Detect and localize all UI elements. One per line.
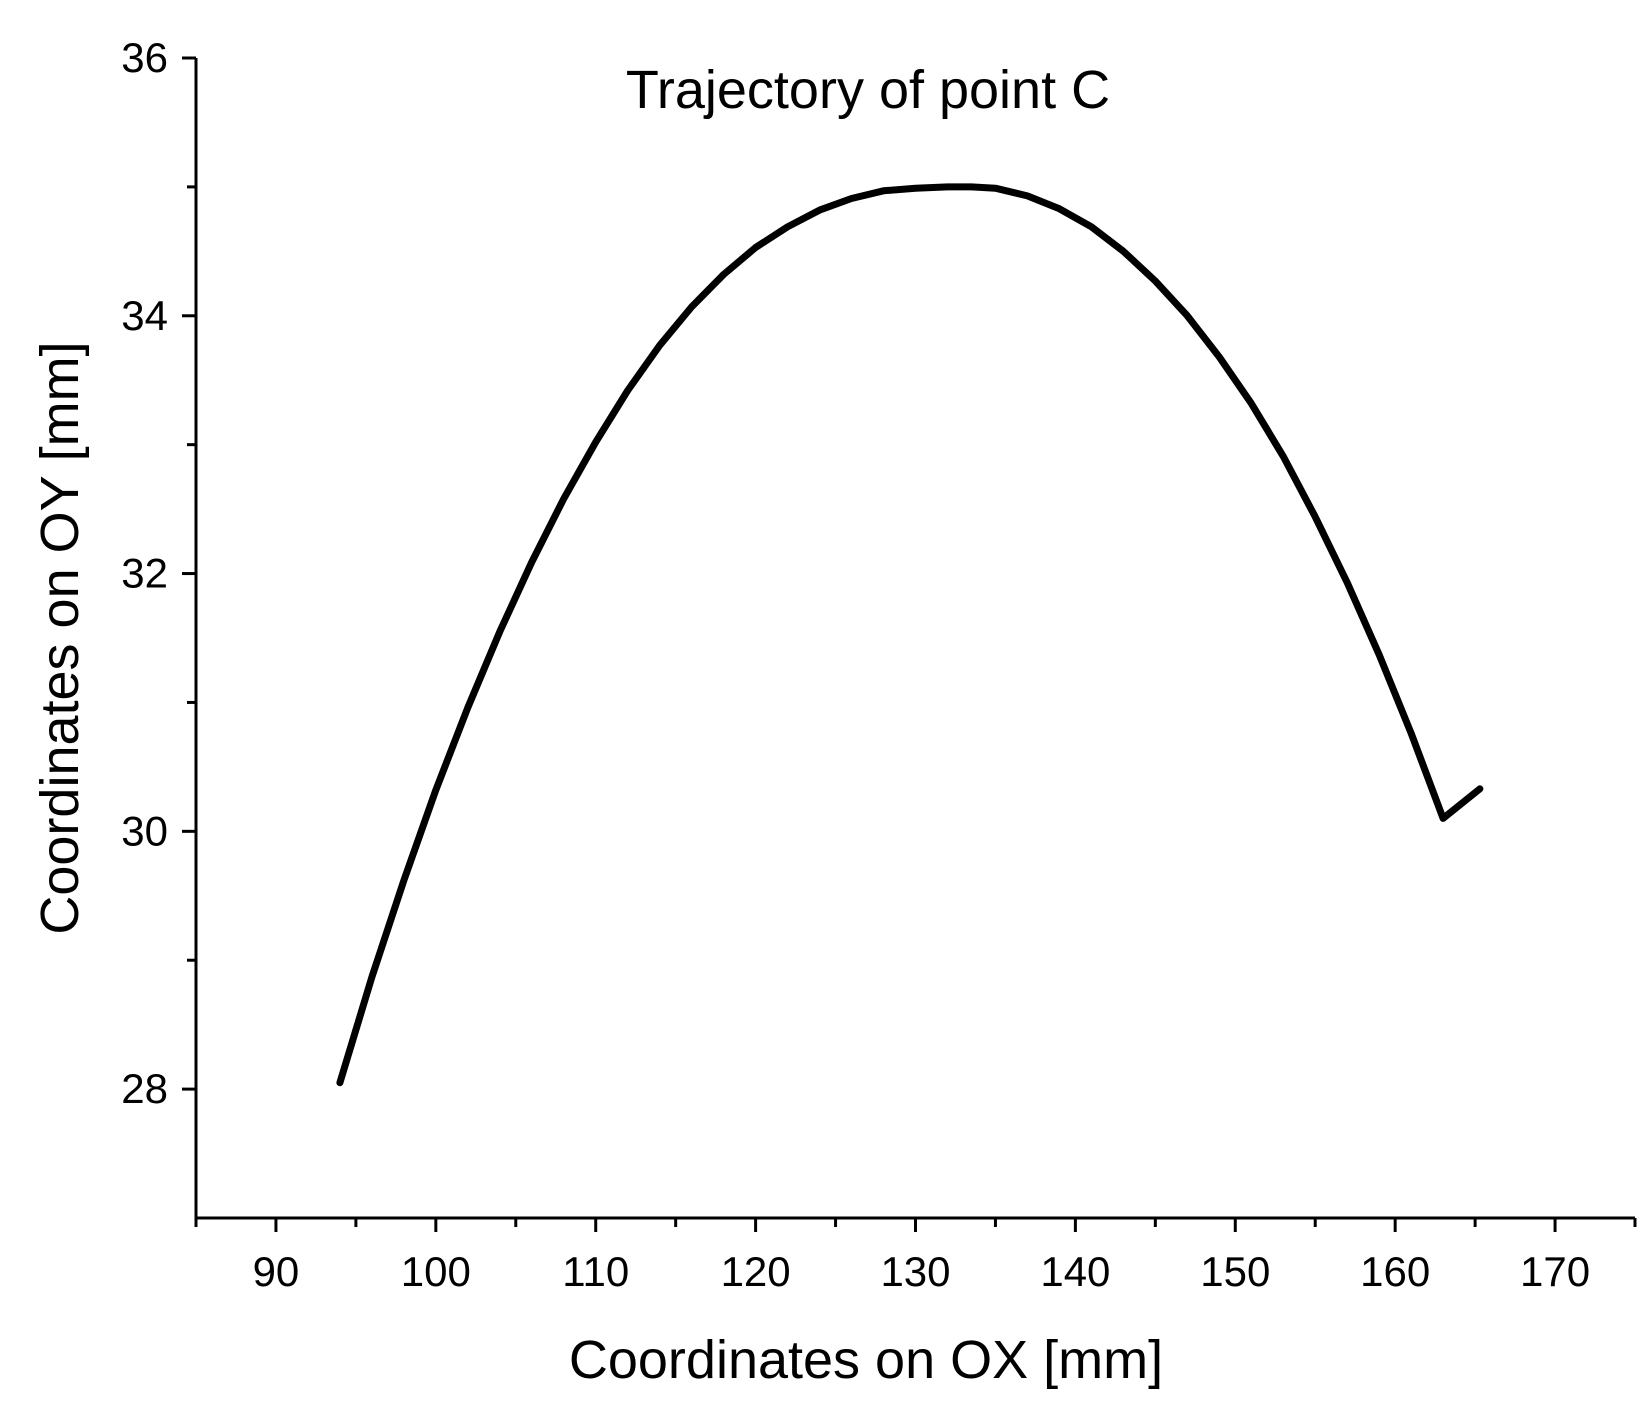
x-tick-label: 90 (253, 1248, 300, 1295)
x-tick-label: 160 (1360, 1248, 1430, 1295)
x-axis-title: Coordinates on OX [mm] (569, 1330, 1163, 1390)
trajectory-line (336, 183, 1484, 1087)
x-tick-label: 120 (721, 1248, 791, 1295)
x-tick-label: 140 (1040, 1248, 1110, 1295)
x-tick-label: 130 (880, 1248, 950, 1295)
y-tick-label: 30 (121, 807, 168, 854)
x-tick-label: 110 (562, 1248, 629, 1295)
plot-area (336, 183, 1484, 1087)
axes: 90 100 110 120 130 140 150 160 170 28 30 32 34 36 (121, 34, 1637, 1295)
x-tick-label: 100 (401, 1248, 471, 1295)
y-axis-title: Coordinates on OY [mm] (30, 341, 90, 934)
chart-title: Trajectory of point C (626, 60, 1110, 120)
y-tick-label: 34 (121, 292, 168, 339)
x-tick-label: 150 (1200, 1248, 1270, 1295)
x-tick-label: 170 (1520, 1248, 1590, 1295)
y-tick-label: 36 (121, 34, 168, 81)
y-tick-label: 28 (121, 1065, 168, 1112)
y-tick-label: 32 (121, 550, 168, 597)
